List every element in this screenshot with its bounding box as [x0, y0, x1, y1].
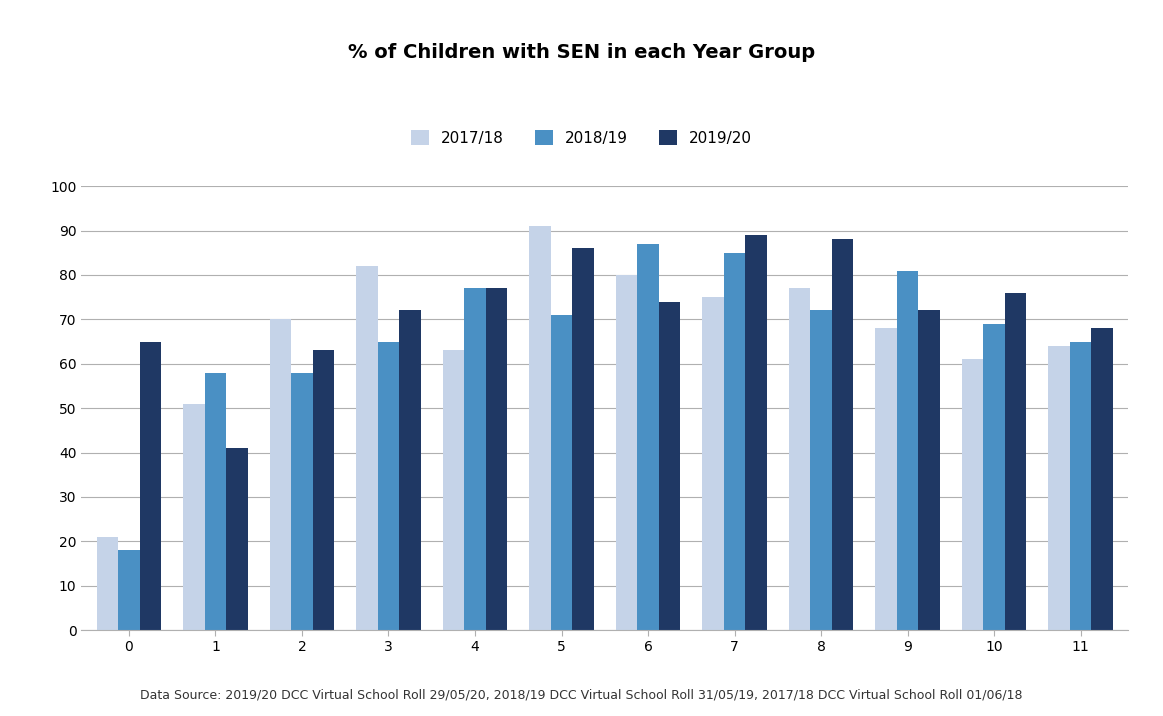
Bar	[291, 372, 313, 630]
Legend: 2017/18, 2018/19, 2019/20: 2017/18, 2018/19, 2019/20	[404, 122, 759, 153]
Bar	[832, 239, 854, 630]
Bar	[572, 248, 594, 630]
Bar	[227, 448, 248, 630]
Bar	[378, 342, 399, 630]
Text: Data Source: 2019/20 DCC Virtual School Roll 29/05/20, 2018/19 DCC Virtual Schoo: Data Source: 2019/20 DCC Virtual School …	[141, 689, 1022, 702]
Bar	[443, 350, 464, 630]
Bar	[119, 550, 140, 630]
Bar	[270, 319, 291, 630]
Bar	[551, 315, 572, 630]
Bar	[1070, 342, 1091, 630]
Bar	[1005, 293, 1027, 630]
Bar	[723, 253, 745, 630]
Bar	[356, 266, 378, 630]
Bar	[637, 244, 658, 630]
Bar	[962, 359, 983, 630]
Bar	[183, 404, 205, 630]
Bar	[205, 372, 227, 630]
Bar	[615, 275, 637, 630]
Bar	[875, 328, 897, 630]
Bar	[529, 226, 551, 630]
Bar	[1048, 346, 1070, 630]
Bar	[140, 342, 162, 630]
Bar	[811, 311, 832, 630]
Bar	[97, 537, 119, 630]
Bar	[658, 301, 680, 630]
Bar	[745, 235, 766, 630]
Text: % of Children with SEN in each Year Group: % of Children with SEN in each Year Grou…	[348, 43, 815, 62]
Bar	[399, 311, 421, 630]
Bar	[702, 297, 723, 630]
Bar	[897, 271, 919, 630]
Bar	[464, 289, 486, 630]
Bar	[313, 350, 335, 630]
Bar	[919, 311, 940, 630]
Bar	[486, 289, 507, 630]
Bar	[1091, 328, 1113, 630]
Bar	[789, 289, 811, 630]
Bar	[983, 324, 1005, 630]
